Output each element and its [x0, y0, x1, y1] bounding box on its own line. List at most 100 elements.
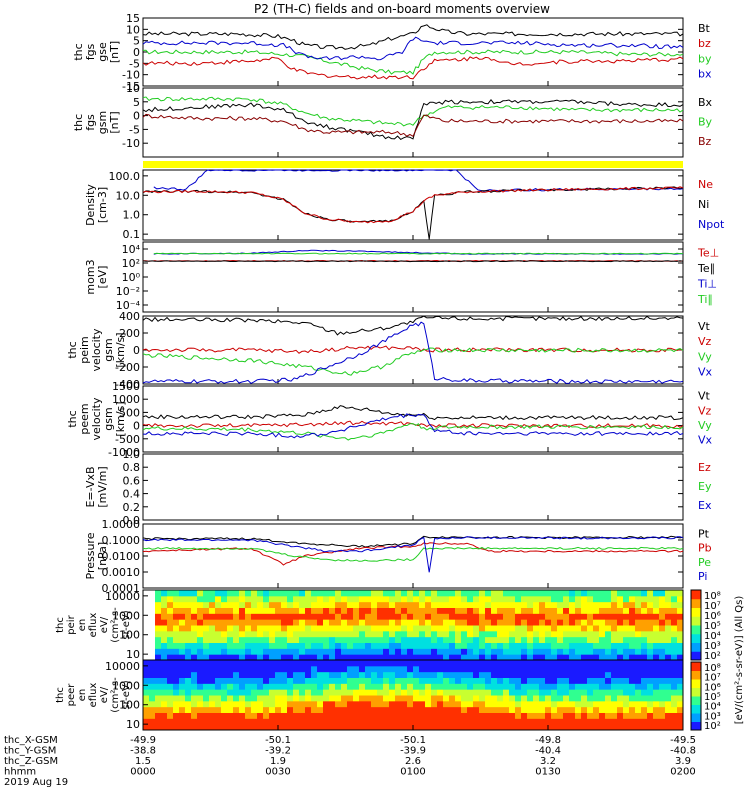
- spectro-cell: [389, 724, 395, 731]
- spectro-cell: [185, 665, 191, 673]
- spectro-cell: [233, 636, 239, 643]
- spectro-cell: [245, 601, 251, 608]
- spectro-cell: [455, 625, 461, 632]
- spectro-cell: [233, 613, 239, 620]
- spectro-cell: [467, 613, 473, 620]
- spectro-cell: [665, 636, 671, 643]
- spectro-cell: [143, 683, 149, 690]
- spectro-cell: [143, 700, 149, 708]
- spectro-cell: [575, 595, 581, 603]
- spectro-cell: [407, 712, 413, 719]
- y-tick-label: 10: [126, 82, 140, 95]
- spectro-cell: [665, 700, 671, 708]
- y-tick-label: 10.0: [116, 189, 141, 202]
- spectro-cell: [593, 601, 599, 608]
- spectro-cell: [671, 677, 677, 684]
- spectro-cell: [341, 677, 347, 684]
- spectro-cell: [185, 642, 191, 649]
- spectro-cell: [365, 619, 371, 626]
- spectro-cell: [671, 613, 677, 620]
- series-Vz: [142, 345, 684, 354]
- spectro-cell: [647, 642, 653, 649]
- spectro-cell: [491, 718, 497, 725]
- spectro-cell: [227, 689, 233, 696]
- spectro-cell: [467, 601, 473, 608]
- spectro-cell: [239, 683, 245, 690]
- spectro-cell: [311, 660, 317, 667]
- spectro-cell: [317, 712, 323, 719]
- spectro-cell: [617, 695, 623, 702]
- y-tick-label: -1000: [108, 446, 140, 459]
- colorbar-tick-label: 10⁴: [704, 702, 721, 713]
- spectro-cell: [287, 683, 293, 690]
- spectro-cell: [677, 695, 683, 702]
- spectro-cell: [161, 695, 167, 702]
- spectro-cell: [629, 590, 635, 597]
- spectro-cell: [425, 706, 431, 713]
- spectro-cell: [431, 625, 437, 632]
- spectro-cell: [443, 671, 449, 678]
- spectro-cell: [599, 595, 605, 603]
- spectro-cell: [623, 689, 629, 696]
- spectro-cell: [437, 677, 443, 684]
- spectro-cell: [533, 595, 539, 603]
- spectro-cell: [515, 630, 521, 638]
- spectro-cell: [293, 660, 299, 667]
- spectro-cell: [491, 642, 497, 649]
- spectro-cell: [383, 683, 389, 690]
- y-tick-label: 10⁴: [122, 243, 141, 256]
- spectro-cell: [317, 665, 323, 673]
- spectro-cell: [281, 689, 287, 696]
- spectro-cell: [269, 695, 275, 702]
- spectro-cell: [671, 683, 677, 690]
- spectro-cell: [443, 590, 449, 597]
- spectro-cell: [569, 613, 575, 620]
- spectro-cell: [419, 712, 425, 719]
- legend-entry: Npot: [698, 218, 725, 231]
- spectro-cell: [317, 619, 323, 626]
- spectro-cell: [479, 625, 485, 632]
- spectro-cell: [569, 625, 575, 632]
- spectro-cell: [275, 671, 281, 678]
- spectro-cell: [587, 595, 593, 603]
- spectro-cell: [359, 712, 365, 719]
- spectro-cell: [341, 601, 347, 608]
- spectro-cell: [263, 706, 269, 713]
- spectro-cell: [239, 642, 245, 649]
- spectro-cell: [191, 619, 197, 626]
- spectro-cell: [527, 595, 533, 603]
- spectro-cell: [515, 642, 521, 649]
- spectro-cell: [275, 590, 281, 597]
- spectro-cell: [401, 718, 407, 725]
- spectro-cell: [287, 724, 293, 731]
- spectro-cell: [611, 595, 617, 603]
- spectro-cell: [593, 677, 599, 684]
- spectro-cell: [197, 590, 203, 597]
- spectro-cell: [263, 677, 269, 684]
- spectro-cell: [485, 671, 491, 678]
- spectro-cell: [149, 695, 155, 702]
- colorbar-tick-label: 10⁶: [704, 682, 721, 693]
- spectro-cell: [449, 636, 455, 643]
- spectro-cell: [371, 619, 377, 626]
- spectro-cell: [617, 607, 623, 614]
- spectro-cell: [641, 706, 647, 713]
- spectro-cell: [401, 724, 407, 731]
- spectro-cell: [551, 630, 557, 638]
- spectro-cell: [569, 677, 575, 684]
- spectro-cell: [635, 683, 641, 690]
- spectro-cell: [167, 706, 173, 713]
- spectro-cell: [467, 706, 473, 713]
- spectro-cell: [473, 625, 479, 632]
- spectro-cell: [185, 677, 191, 684]
- spectro-cell: [341, 654, 347, 661]
- colorbar-tick-label: 10⁸: [704, 591, 721, 602]
- spectro-cell: [557, 607, 563, 614]
- spectro-cell: [341, 590, 347, 597]
- spectro-cell: [275, 654, 281, 661]
- spectro-cell: [425, 607, 431, 614]
- spectro-cell: [617, 724, 623, 731]
- spectro-cell: [437, 724, 443, 731]
- spectro-cell: [377, 712, 383, 719]
- spectro-cell: [479, 648, 485, 655]
